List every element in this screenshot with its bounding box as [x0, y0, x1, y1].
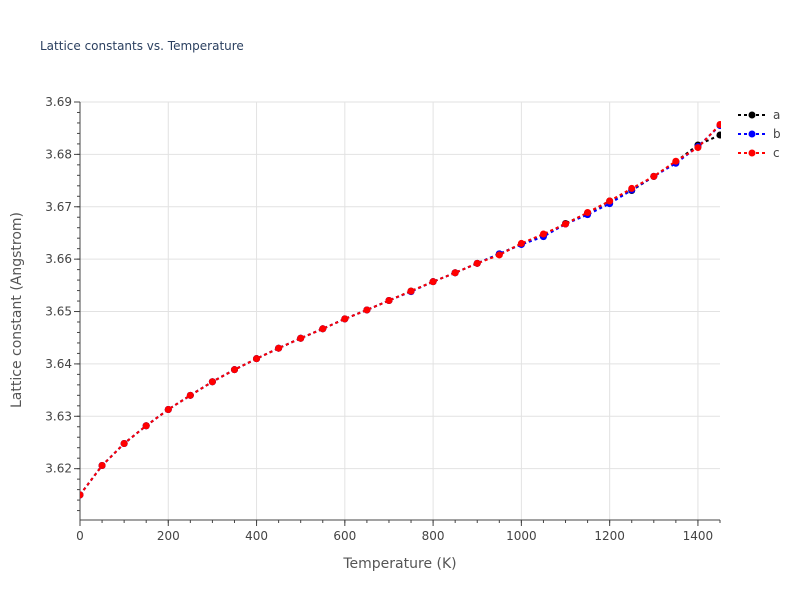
axes: 0 200 400 600 800 1000 1200 1400 3.62 3.63 3.64 3.6…	[45, 95, 721, 543]
data-point-c	[672, 157, 680, 165]
data-point-c	[628, 184, 636, 192]
data-point-c	[275, 344, 283, 352]
y-tick-label: 3.69	[45, 95, 72, 109]
y-tick-label: 3.66	[45, 252, 72, 266]
data-point-c	[407, 287, 415, 295]
legend-swatch-marker	[748, 130, 756, 138]
x-tick-label: 600	[333, 529, 356, 543]
data-point-c	[451, 269, 459, 277]
data-point-c	[385, 297, 393, 305]
legend-swatch-marker	[748, 149, 756, 157]
data-point-c	[80, 491, 84, 499]
data-point-c	[142, 422, 150, 430]
y-tick-label: 3.68	[45, 147, 72, 161]
data-point-c	[517, 239, 525, 247]
x-tick-label: 400	[245, 529, 268, 543]
series-line-c	[80, 123, 721, 496]
data-point-c	[98, 462, 106, 470]
data-point-c	[297, 334, 305, 342]
legend-item-b[interactable]: b	[738, 127, 781, 141]
data-point-c	[429, 278, 437, 286]
x-tick-label: 800	[422, 529, 445, 543]
data-point-c	[186, 391, 194, 399]
legend-swatch-marker	[748, 111, 756, 119]
legend-label: a	[773, 108, 780, 122]
legend-label: c	[773, 146, 780, 160]
data-point-a	[716, 131, 721, 139]
x-tick-label: 0	[76, 529, 84, 543]
x-tick-label: 1200	[594, 529, 625, 543]
y-axis-title: Lattice constant (Angstrom)	[9, 212, 25, 408]
data-point-c	[473, 259, 481, 267]
y-tick-label: 3.67	[45, 200, 72, 214]
data-point-c	[584, 209, 592, 217]
data-point-c	[319, 325, 327, 333]
chart-title: Lattice constants vs. Temperature	[40, 39, 244, 53]
grid-lines	[79, 101, 720, 520]
series-layer	[80, 121, 721, 499]
data-point-c	[208, 378, 216, 386]
legend-item-c[interactable]: c	[738, 146, 780, 160]
legend-item-a[interactable]: a	[738, 108, 780, 122]
y-tick-label: 3.62	[45, 462, 72, 476]
y-tick-label: 3.64	[45, 357, 72, 371]
data-point-c	[230, 366, 238, 374]
data-point-c	[253, 355, 261, 363]
legend[interactable]: abc	[738, 108, 781, 160]
y-tick-label: 3.65	[45, 305, 72, 319]
data-point-c	[716, 121, 721, 129]
data-point-c	[539, 230, 547, 238]
data-point-c	[164, 405, 172, 413]
legend-label: b	[773, 127, 781, 141]
data-point-c	[363, 306, 371, 314]
data-point-c	[606, 197, 614, 205]
data-point-c	[341, 315, 349, 323]
series-c	[80, 121, 721, 499]
data-point-c	[120, 440, 128, 448]
x-tick-label: 1400	[683, 529, 714, 543]
x-tick-label: 200	[157, 529, 180, 543]
data-point-c	[495, 251, 503, 259]
data-point-c	[694, 144, 702, 152]
x-axis-title: Temperature (K)	[342, 556, 456, 572]
data-point-c	[562, 220, 570, 228]
x-tick-label: 1000	[506, 529, 537, 543]
data-point-c	[650, 172, 658, 180]
y-tick-label: 3.63	[45, 409, 72, 423]
